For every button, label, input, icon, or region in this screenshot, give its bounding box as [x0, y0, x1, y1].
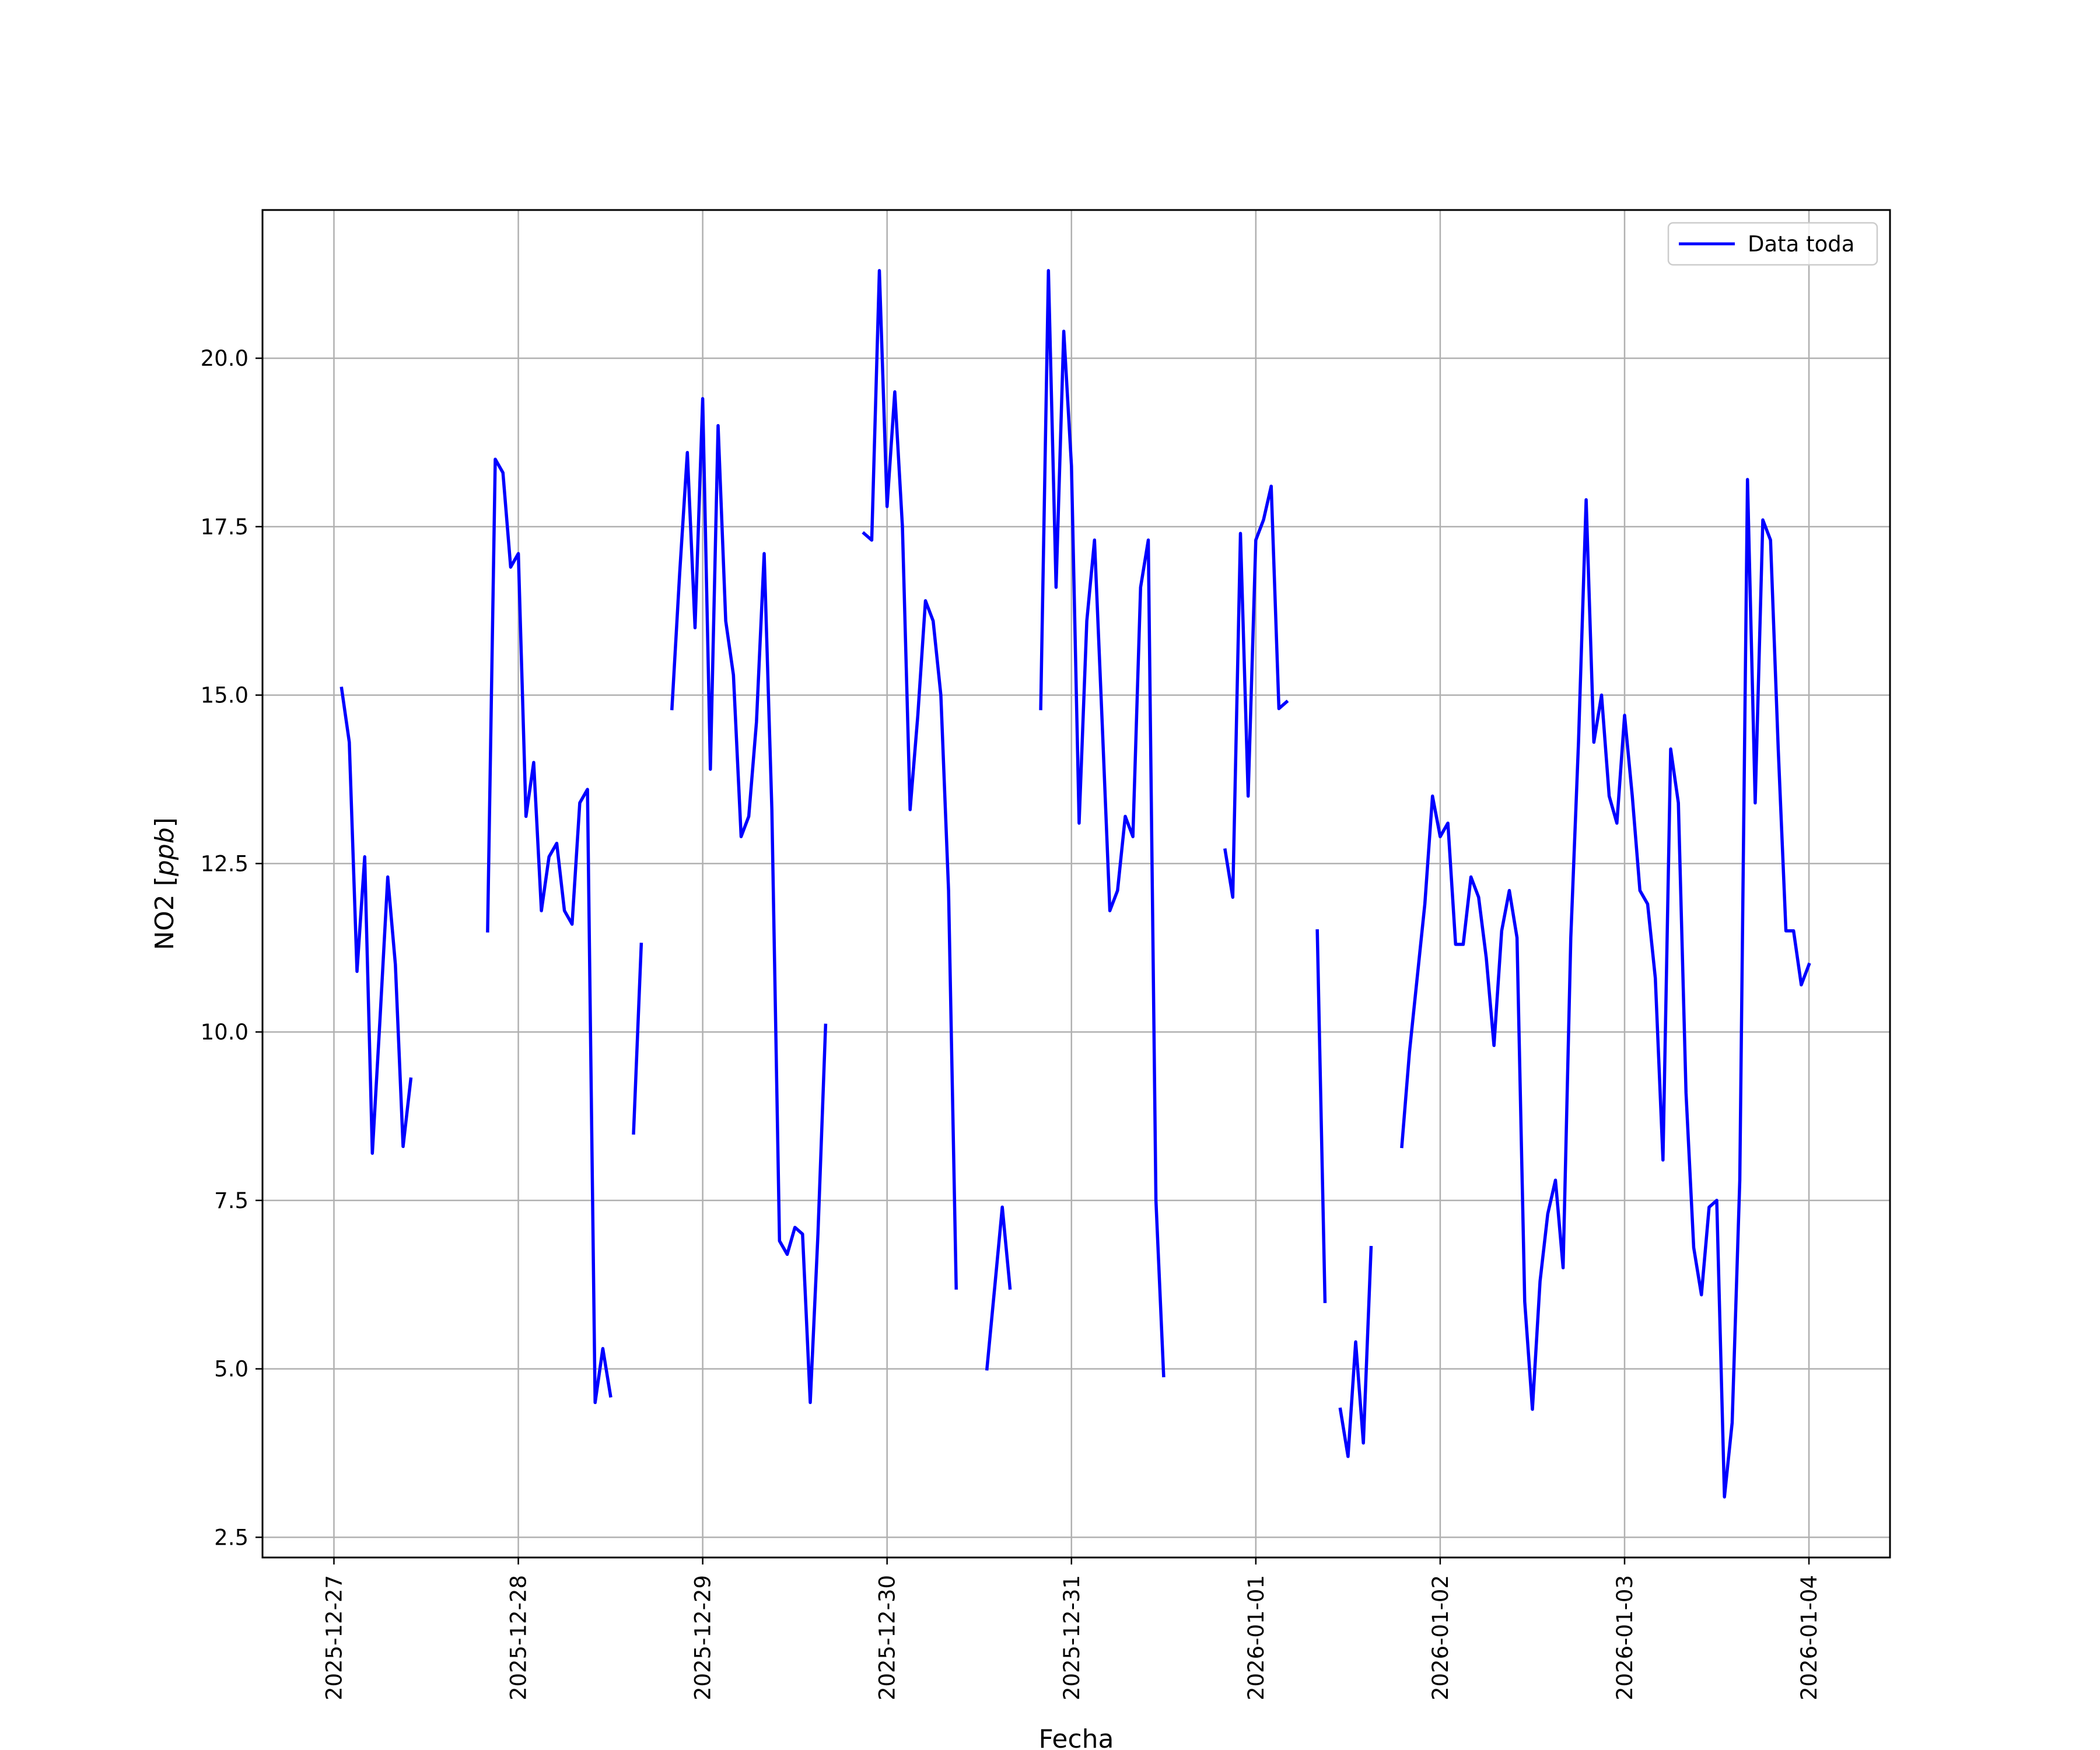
- series-line-segment: [1315, 929, 1327, 1303]
- x-tick-label: 2026-01-04: [1797, 1575, 1822, 1700]
- x-axis-label: Fecha: [1038, 1724, 1114, 1750]
- plot-area-background: [262, 210, 1890, 1558]
- series-line-segment: [632, 943, 643, 1135]
- y-tick-label: 12.5: [201, 851, 249, 876]
- legend-label: Data toda: [1748, 232, 1854, 257]
- y-axis-label: NO2 [ppb]: [150, 817, 180, 950]
- series-line-segment: [1400, 478, 1811, 1499]
- ticks: 2025-12-27 2025-12-28 2025-12-29 2025-12-30…: [201, 346, 1822, 1700]
- series-line-segment: [862, 269, 958, 1290]
- x-tick-label: 2026-01-01: [1244, 1575, 1269, 1700]
- series-line-segment: [670, 397, 828, 1405]
- x-tick-label: 2025-12-28: [506, 1575, 531, 1700]
- y-tick-label: 7.5: [214, 1188, 249, 1213]
- legend: Data toda: [1667, 222, 1878, 266]
- series-line-segment: [486, 457, 612, 1405]
- y-tick-label: 15.0: [201, 683, 249, 708]
- series-line-segment: [1223, 484, 1289, 899]
- y-tick-label: 20.0: [201, 346, 249, 371]
- series-line-segment: [340, 686, 413, 1155]
- x-tick-label: 2025-12-31: [1059, 1575, 1084, 1700]
- y-tick-label: 17.5: [201, 514, 249, 540]
- series-line-segment: [1338, 1245, 1373, 1458]
- x-tick-label: 2026-01-02: [1428, 1575, 1453, 1700]
- x-tick-label: 2025-12-27: [321, 1575, 346, 1700]
- plot-frame: [261, 209, 1891, 1559]
- x-tick-label: 2025-12-30: [875, 1575, 900, 1700]
- y-tick-label: 5.0: [214, 1357, 249, 1382]
- series-line-segment: [1039, 269, 1166, 1378]
- series-layer: [340, 269, 1811, 1499]
- x-tick-label: 2025-12-29: [691, 1575, 716, 1700]
- x-tick-label: 2026-01-03: [1612, 1575, 1637, 1700]
- legend-box: [1667, 222, 1878, 266]
- y-tick-label: 2.5: [214, 1525, 249, 1550]
- y-tick-label: 10.0: [201, 1020, 249, 1045]
- series-line-segment: [985, 1205, 1012, 1371]
